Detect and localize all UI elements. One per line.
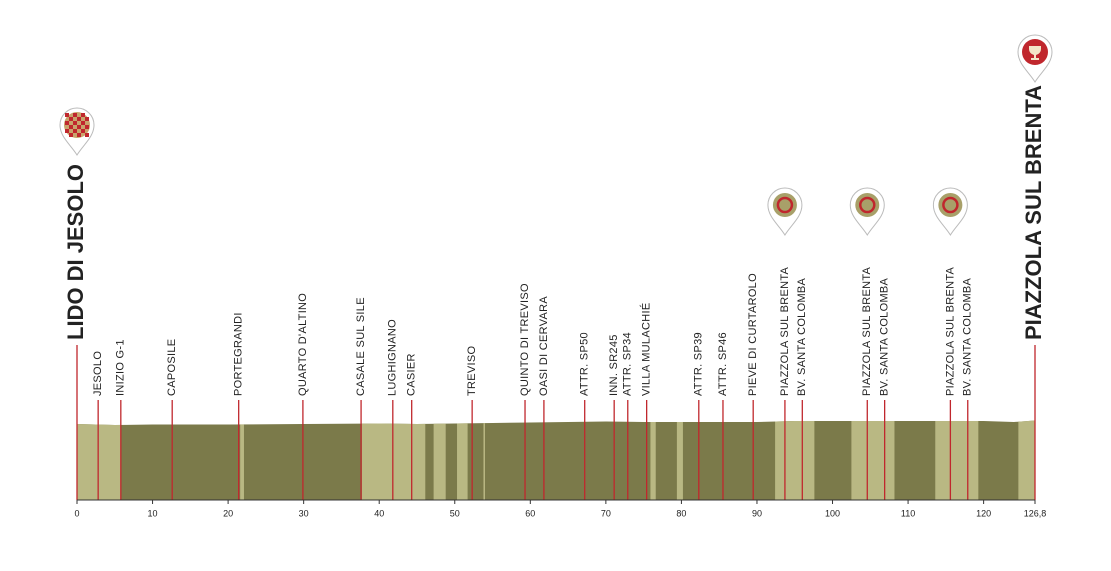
place-label: TREVISO bbox=[466, 345, 478, 396]
place-label: LUGHIGNANO bbox=[387, 319, 399, 396]
x-tick-label: 120 bbox=[976, 508, 991, 518]
start-icon-check bbox=[77, 133, 81, 137]
sprint-icon bbox=[855, 193, 880, 217]
place-label: PIAZZOLA SUL BRENTA bbox=[861, 266, 873, 396]
start-icon-check bbox=[65, 121, 69, 125]
x-tick-label: 40 bbox=[374, 508, 384, 518]
start-icon-check bbox=[73, 113, 77, 117]
x-tick-label: 100 bbox=[825, 508, 840, 518]
start-icon-check bbox=[69, 117, 73, 121]
start-icon-check bbox=[65, 129, 69, 133]
start-icon-check bbox=[81, 129, 85, 133]
light-section bbox=[851, 420, 895, 500]
sprint-icon bbox=[772, 193, 797, 217]
sprint-icon-ring bbox=[776, 196, 794, 214]
light-section bbox=[433, 420, 446, 500]
light-section bbox=[775, 420, 815, 500]
x-tick-label: 60 bbox=[525, 508, 535, 518]
sprint-icon-ring bbox=[859, 196, 876, 214]
place-label: ATTR. SP39 bbox=[693, 332, 705, 396]
light-section bbox=[650, 420, 656, 500]
start-icon-check bbox=[73, 121, 77, 125]
light-section bbox=[240, 420, 244, 500]
start-icon-check bbox=[73, 129, 77, 133]
place-label: PORTEGRANDI bbox=[233, 312, 245, 396]
light-section bbox=[1018, 420, 1035, 500]
place-label: CASIER bbox=[406, 353, 418, 396]
start-icon-check bbox=[85, 133, 89, 137]
start-icon-check bbox=[65, 113, 69, 117]
place-label: PIAZZOLA SUL BRENTA bbox=[779, 266, 791, 396]
sprint-icon bbox=[938, 193, 963, 217]
start-icon-check bbox=[81, 113, 85, 117]
x-tick-label: 90 bbox=[752, 508, 762, 518]
start-icon-check bbox=[69, 133, 73, 137]
start-icon-check bbox=[69, 125, 73, 129]
finish-label: PIAZZOLA SUL BRENTA bbox=[1021, 85, 1046, 340]
place-label: INIZIO G-1 bbox=[115, 339, 127, 396]
sprint-icon-ring bbox=[942, 196, 959, 214]
start-icon-check bbox=[85, 125, 89, 129]
place-label: BV. SANTA COLOMBA bbox=[962, 277, 974, 396]
x-tick-label: 10 bbox=[148, 508, 158, 518]
x-tick-label: 50 bbox=[450, 508, 460, 518]
place-label: PIEVE DI CURTAROLO bbox=[747, 273, 759, 396]
start-icon-check bbox=[77, 117, 81, 121]
x-tick-label: 30 bbox=[299, 508, 309, 518]
place-label: JESOLO bbox=[92, 351, 104, 396]
start-icon-check bbox=[77, 125, 81, 129]
place-label: ATTR. SP50 bbox=[579, 332, 591, 396]
place-label: CASALE SUL SILE bbox=[355, 297, 367, 396]
place-label: VILLA MULACHIÉ bbox=[640, 303, 653, 396]
place-label: CAPOSILE bbox=[166, 339, 178, 396]
x-tick-label: 70 bbox=[601, 508, 611, 518]
light-sections bbox=[77, 420, 1035, 500]
start-icon-check bbox=[81, 121, 85, 125]
light-section bbox=[457, 420, 468, 500]
place-label: OASI DI CERVARA bbox=[538, 296, 550, 396]
light-section bbox=[77, 420, 121, 500]
light-section bbox=[676, 420, 683, 500]
light-section bbox=[483, 420, 485, 500]
x-tick-label: 20 bbox=[223, 508, 233, 518]
place-label: BV. SANTA COLOMBA bbox=[879, 277, 891, 396]
x-tick-label: 0 bbox=[74, 508, 79, 518]
place-label: ATTR. SP34 bbox=[622, 332, 634, 396]
place-label: QUINTO DI TREVISO bbox=[519, 283, 531, 396]
place-label: INN. SR245 bbox=[608, 334, 620, 396]
x-tick-label: 80 bbox=[676, 508, 686, 518]
x-tick-label: 110 bbox=[901, 508, 915, 518]
start-icon-check bbox=[85, 117, 89, 121]
place-label: QUARTO D'ALTINO bbox=[297, 293, 309, 396]
start-label: LIDO DI JESOLO bbox=[63, 164, 88, 340]
x-tick-label: 126,8 bbox=[1024, 508, 1047, 518]
light-section bbox=[935, 420, 979, 500]
place-label: PIAZZOLA SUL BRENTA bbox=[944, 266, 956, 396]
place-label: ATTR. SP46 bbox=[717, 332, 729, 396]
light-section bbox=[361, 420, 426, 500]
place-label: BV. SANTA COLOMBA bbox=[796, 277, 808, 396]
trophy bbox=[1028, 46, 1042, 60]
